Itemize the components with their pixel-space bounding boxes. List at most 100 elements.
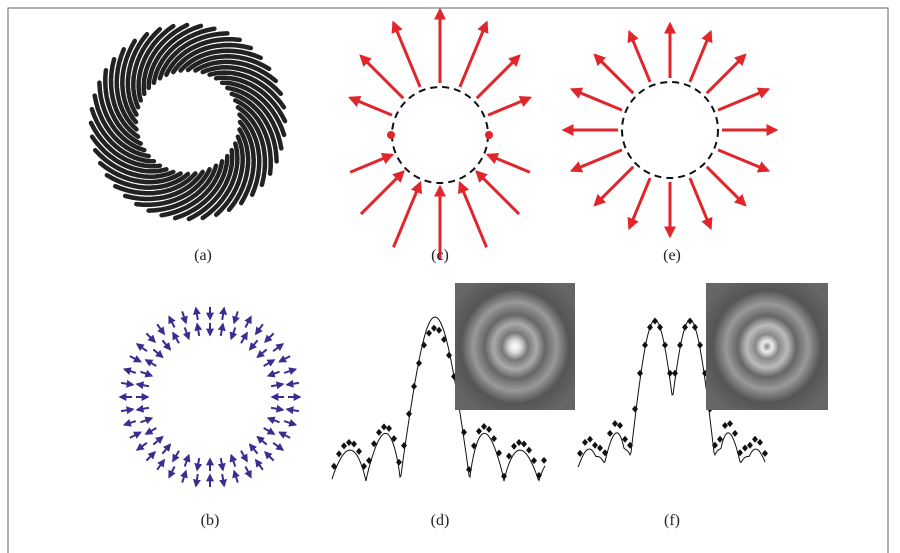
vector [254, 323, 264, 336]
data-point [521, 440, 527, 448]
data-point [406, 410, 412, 418]
data-point [627, 441, 633, 449]
vector [172, 331, 180, 344]
data-point [421, 341, 427, 349]
dashed-circle [621, 81, 719, 179]
vector [168, 466, 176, 479]
data-point [587, 435, 593, 443]
data-point [632, 405, 638, 413]
vector [264, 332, 275, 343]
data-point [506, 452, 512, 460]
data-point [411, 382, 417, 390]
vector [217, 457, 226, 472]
arrow [627, 29, 652, 83]
arrow [593, 165, 635, 207]
vector [140, 369, 154, 378]
data-point [436, 326, 442, 334]
arrow [458, 20, 489, 88]
vector [145, 332, 156, 343]
panel-label: (a) [194, 247, 212, 264]
arrow [391, 20, 422, 88]
spiral-stripe [88, 120, 163, 169]
data-point [642, 341, 648, 349]
spiral-stripe [233, 98, 273, 176]
vector [192, 473, 201, 488]
vector [283, 419, 298, 427]
arrow [485, 153, 531, 174]
data-point [346, 438, 352, 446]
arrow [475, 170, 521, 216]
data-point [577, 449, 583, 457]
data-point [647, 323, 653, 331]
panel-label: (c) [431, 247, 449, 264]
drawing [88, 7, 779, 488]
data-point [682, 323, 688, 331]
inset-f [706, 283, 828, 410]
spiral-stripe [103, 68, 143, 146]
spiral-stripe [122, 169, 205, 202]
spiral-stripe [97, 80, 147, 153]
spiral-stripe [237, 112, 262, 197]
data-point [471, 442, 477, 450]
spiral-stripe [97, 160, 183, 185]
data-point [637, 369, 643, 377]
vector [270, 381, 285, 390]
vector [180, 311, 188, 325]
vector [135, 404, 150, 413]
spiral-stripe [225, 85, 284, 151]
vector [266, 416, 280, 425]
spiral-stripe [134, 167, 212, 207]
inset-d [455, 283, 575, 410]
spiral-stripe [213, 134, 245, 218]
data-point [511, 442, 517, 450]
vector [229, 453, 238, 467]
spiral-stripe [200, 141, 240, 221]
arrow [688, 29, 713, 83]
vector [156, 323, 166, 336]
data-point [622, 435, 628, 443]
data-point [592, 441, 598, 449]
spiral-stripe [131, 26, 163, 110]
data-point [381, 423, 387, 431]
data-point [582, 438, 588, 446]
vector [244, 315, 252, 328]
data-point [757, 438, 763, 446]
spiral-stripe [104, 171, 191, 190]
vector [240, 450, 248, 463]
spiral-stripe [89, 106, 157, 164]
vector [194, 322, 203, 337]
panel-label: (d) [431, 512, 450, 529]
data-point [687, 317, 693, 325]
spiral-stripe [92, 93, 151, 159]
vector [278, 431, 291, 439]
data-point [697, 341, 703, 349]
data-point [652, 317, 658, 325]
panel-label: (b) [201, 512, 220, 529]
data-point [612, 420, 618, 428]
vector [144, 359, 157, 367]
vector [172, 450, 180, 463]
data-point [386, 424, 392, 432]
data-point [657, 323, 663, 331]
spiral-stripe [200, 65, 284, 97]
data-point [371, 440, 377, 448]
fit-curve [577, 319, 766, 468]
vector [135, 442, 148, 451]
data-point [531, 457, 537, 465]
data-point [496, 449, 502, 457]
vector [122, 367, 137, 375]
vector [180, 469, 188, 483]
data-point [431, 324, 437, 332]
data-point [401, 441, 407, 449]
data-point [396, 458, 402, 466]
arrow [392, 180, 422, 248]
vector [122, 419, 137, 427]
vector [248, 443, 259, 455]
spiral-stripe [229, 91, 279, 164]
data-point [351, 440, 357, 448]
vector [219, 306, 228, 321]
vector [232, 311, 240, 325]
data-point [376, 428, 382, 436]
spiral-stripe [141, 22, 190, 97]
